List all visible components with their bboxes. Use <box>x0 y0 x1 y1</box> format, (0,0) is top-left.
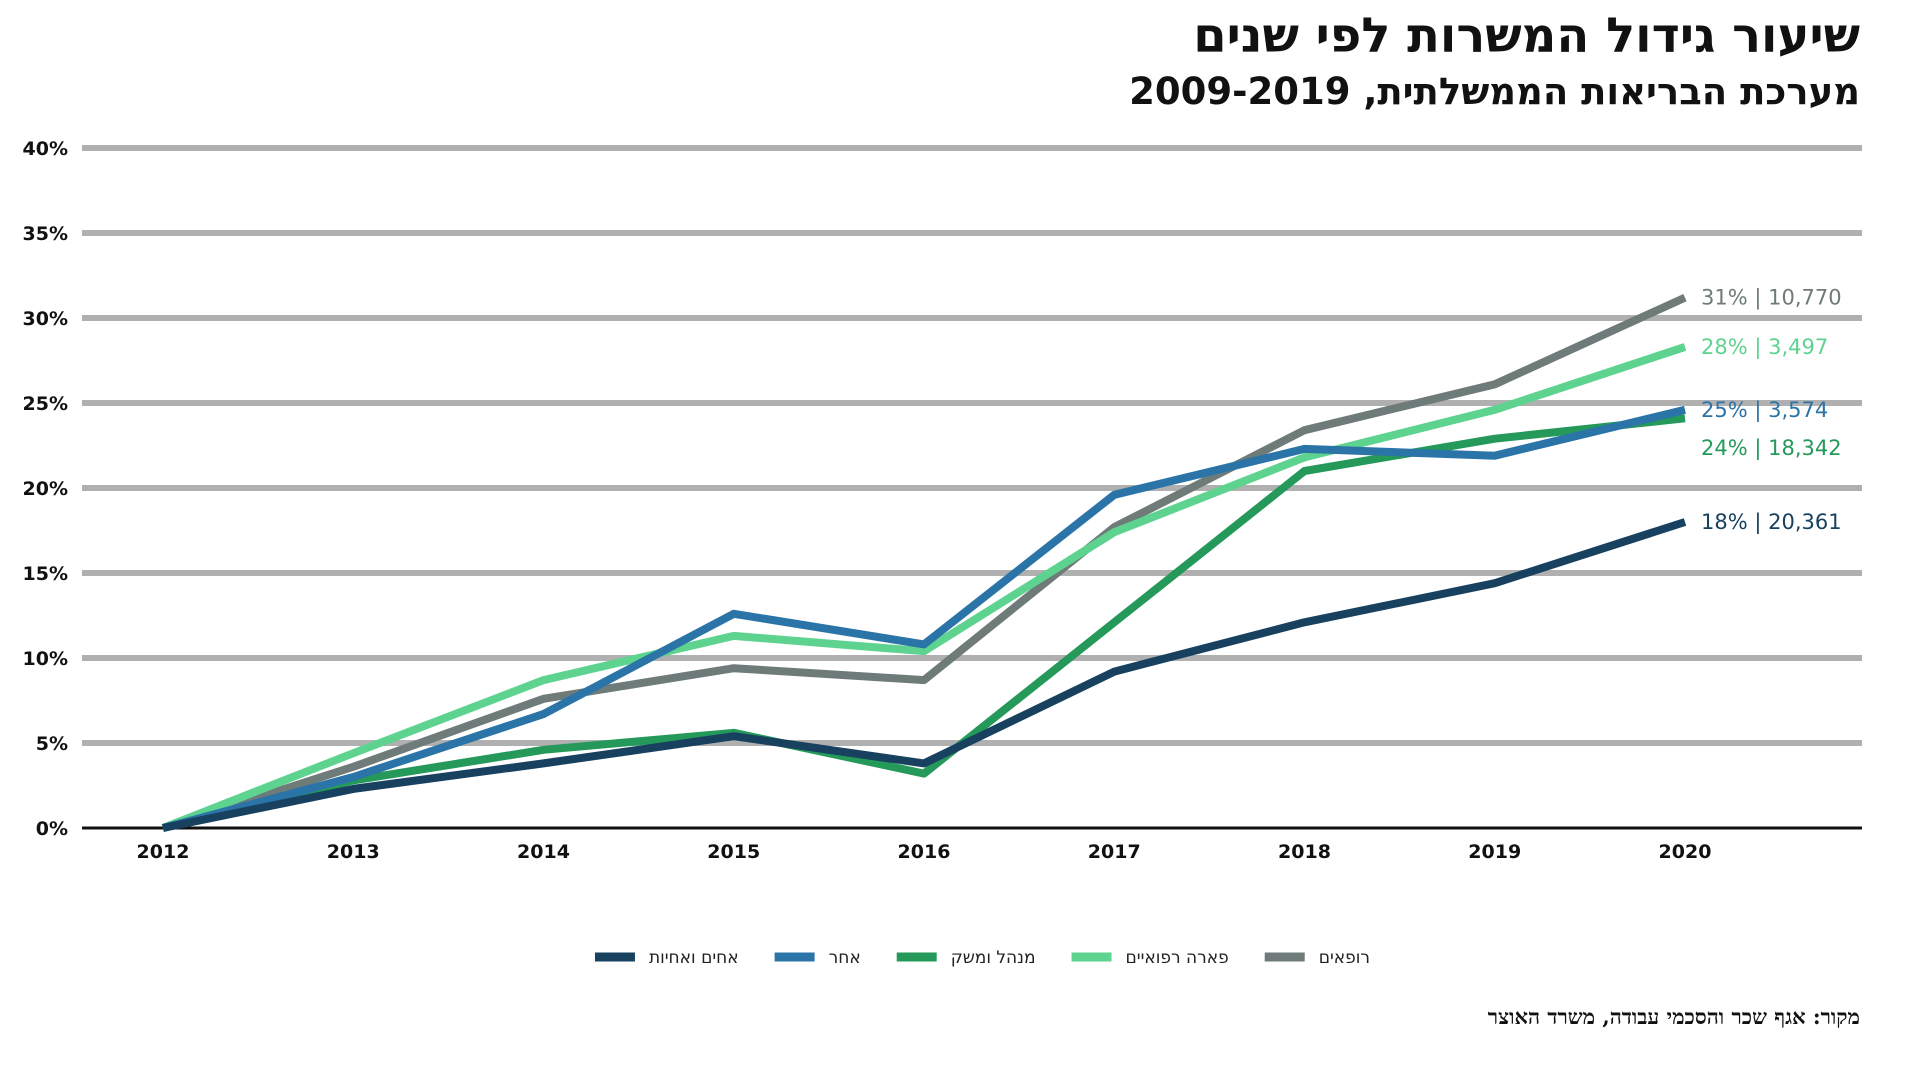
x-tick-label: 2018 <box>1278 841 1331 863</box>
end-label: 31% | 10,770 <box>1701 286 1842 311</box>
x-tick-label: 2020 <box>1659 841 1712 863</box>
end-label: 28% | 3,497 <box>1701 335 1828 360</box>
legend-label: רופאים <box>1319 948 1370 968</box>
end-label: 25% | 3,574 <box>1701 398 1828 423</box>
x-tick-label: 2012 <box>137 841 190 863</box>
y-tick-label: 40% <box>23 138 68 160</box>
line-chart: 0%5%10%15%20%25%30%35%40% 2012 2013 2014 20… <box>23 138 1862 968</box>
y-tick-label: 5% <box>36 733 68 755</box>
y-tick-label: 30% <box>23 308 68 330</box>
end-label: 18% | 20,361 <box>1701 510 1842 535</box>
source-note: מקור: אגף שכר והסכמי עבודה, משרד האוצר <box>1487 1004 1860 1029</box>
x-tick-label: 2015 <box>707 841 760 863</box>
legend-label: פארה רפואיים <box>1126 948 1229 968</box>
x-tick-label: 2016 <box>898 841 951 863</box>
y-axis-tick-labels: 0% 5% 10% 15% 20% 25% 30% 35% 40% <box>23 138 68 840</box>
grid-lines <box>82 145 1862 830</box>
x-tick-label: 2013 <box>327 841 380 863</box>
series-line-4 <box>162 518 1687 832</box>
y-tick-label: 25% <box>23 393 68 415</box>
y-tick-label: 10% <box>23 648 68 670</box>
chart-subtitle: מערכת הבריאות הממשלתית, 2009-2019 <box>1129 70 1860 113</box>
x-tick-label: 2019 <box>1468 841 1521 863</box>
end-label: 24% | 18,342 <box>1701 436 1842 461</box>
x-axis-tick-labels: 2012 2013 2014 2015 2016 2017 2018 2019 2020 <box>137 841 1712 863</box>
series-lines <box>161 293 1687 832</box>
end-labels: 31% | 10,770 28% | 3,497 25% | 3,574 24% | … <box>1701 286 1842 535</box>
y-tick-label: 20% <box>23 478 68 500</box>
series-line-1 <box>161 343 1687 832</box>
legend-label: אחים ואחיות <box>649 948 739 968</box>
x-tick-label: 2014 <box>517 841 570 863</box>
y-tick-label: 35% <box>23 223 68 245</box>
y-tick-label: 15% <box>23 563 68 585</box>
legend-label: אחר <box>829 948 861 968</box>
legend: רופאים פארה רפואיים מנהל ומשק אחר אחים ואחיו… <box>594 948 1370 968</box>
chart-title: שיעור גידול המשרות לפי שנים <box>1193 8 1860 64</box>
series-line-3 <box>161 405 1686 832</box>
y-tick-label: 0% <box>36 818 68 840</box>
series-line-0 <box>161 293 1687 832</box>
x-tick-label: 2017 <box>1088 841 1141 863</box>
legend-label: מנהל ומשק <box>951 948 1036 968</box>
